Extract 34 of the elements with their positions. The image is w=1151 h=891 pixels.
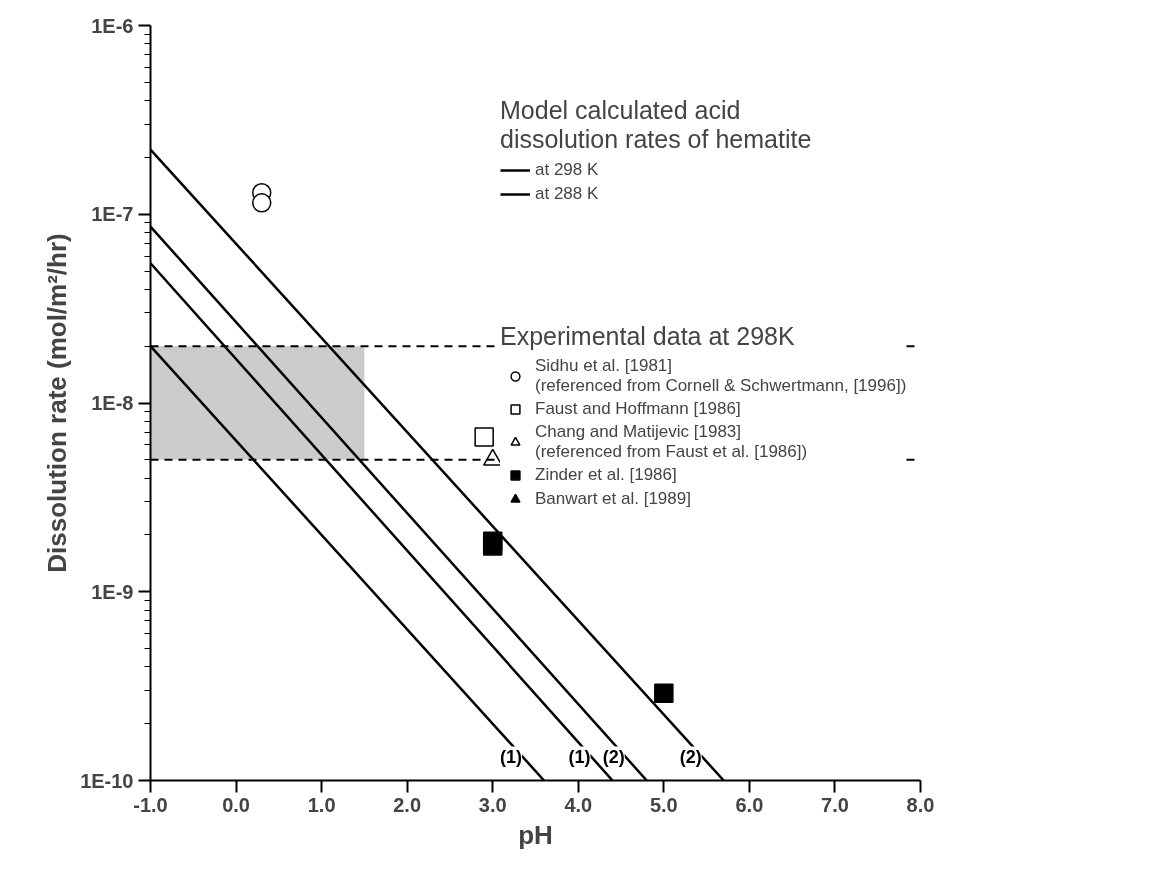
legend-label: Chang and Matijevic [1983] (referenced from Faust et al. [1986]) (535, 422, 808, 462)
x-axis-title: pH (518, 819, 553, 850)
y-tick-label: 1E-8 (91, 392, 134, 414)
legend-label: Sidhu et al. [1981] (referenced from Cornell & Schwertmann, [1996]) (535, 356, 907, 396)
annotation: (1) (568, 746, 591, 767)
annotation: (1) (500, 746, 523, 767)
x-tick-label: 0.0 (222, 793, 250, 816)
x-tick-label: 5.0 (649, 793, 678, 816)
x-tick-label: 8.0 (906, 793, 935, 816)
annotation: (2) (679, 746, 702, 767)
x-tick-label: 4.0 (564, 793, 593, 816)
x-tick-label: 3.0 (478, 793, 507, 816)
y-axis-title: Dissolution rate (mol/m²/hr) (42, 233, 73, 573)
x-tick-label: 1.0 (307, 793, 336, 816)
point (474, 427, 494, 447)
legend-title: Model calculated acid dissolution rates of hematite (500, 96, 812, 154)
legend-label: Zinder et al. [1986] (535, 465, 677, 485)
x-tick-label: 2.0 (393, 793, 422, 816)
x-tick-label: 6.0 (735, 793, 764, 816)
y-tick-label: 1E-6 (91, 14, 134, 37)
annotation: Experimental data at 298K (500, 322, 796, 351)
x-tick-label: 7.0 (821, 793, 849, 816)
annotation: (2) (602, 746, 625, 767)
point (251, 193, 272, 213)
legend-label: Faust and Hoffmann [1986] (535, 399, 741, 419)
point (482, 536, 503, 556)
legend-label: at 298 K (535, 160, 599, 180)
point (654, 683, 674, 703)
legend-label: at 288 K (535, 184, 599, 204)
y-tick-label: 1E-9 (91, 580, 134, 603)
x-tick-label: -1.0 (133, 793, 168, 816)
y-tick-label: 1E-10 (80, 769, 134, 792)
y-tick-label: 1E-7 (91, 203, 134, 226)
legend-label: Banwart et al. [1989] (535, 489, 691, 509)
